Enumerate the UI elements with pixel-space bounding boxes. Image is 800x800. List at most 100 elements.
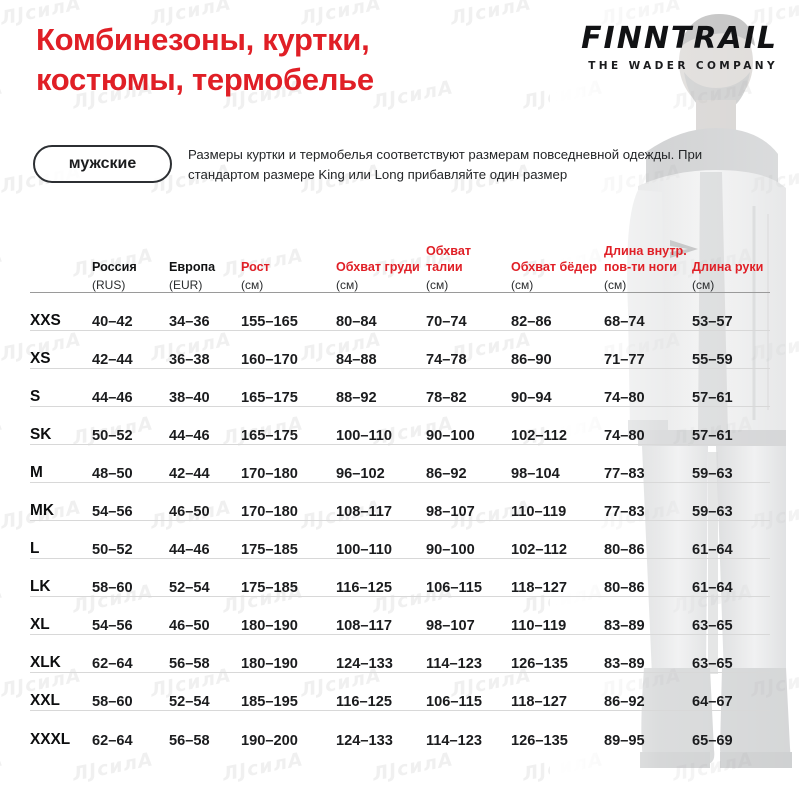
table-row: LK 58–60 52–54 175–185 116–125 106–115 118–127… — [30, 559, 770, 597]
brand-logo: FINNTRAIL THE WADER COMPANY — [581, 24, 778, 72]
column-header-height: Рост (см) — [241, 206, 336, 293]
column-header-title: Обхват бёдер — [511, 259, 597, 274]
cell-chest: 116–125 — [336, 580, 393, 596]
table-row: XXL 58–60 52–54 185–195 116–125 106–115 118–12… — [30, 673, 770, 711]
column-header-unit: (см) — [604, 277, 627, 292]
cell-waist: 70–74 — [426, 314, 467, 330]
cell-eur: 44–46 — [169, 428, 210, 444]
cell-hips: 86–90 — [511, 352, 552, 368]
cell-height: 160–170 — [241, 352, 298, 368]
brand-tagline: THE WADER COMPANY — [588, 60, 778, 72]
column-header-inseam: Длина внутр. пов-ти ноги (см) — [604, 206, 692, 293]
cell-hips: 102–112 — [511, 542, 568, 558]
cell-chest: 116–125 — [336, 694, 393, 710]
cell-inseam: 80–86 — [604, 542, 645, 558]
column-header-title: Длина внутр. пов-ти ноги — [604, 244, 687, 274]
cell-hips: 110–119 — [511, 618, 567, 634]
column-header-size — [30, 206, 92, 293]
cell-chest: 108–117 — [336, 504, 393, 520]
cell-waist: 86–92 — [426, 466, 467, 482]
cell-arm: 65–69 — [692, 732, 733, 749]
cell-waist: 74–78 — [426, 352, 467, 368]
cell-inseam: 74–80 — [604, 428, 645, 444]
cell-hips: 118–127 — [511, 694, 568, 710]
cell-size: XL — [30, 616, 50, 633]
cell-height: 185–195 — [241, 694, 298, 710]
page-header: Комбинезоны, куртки, костюмы, термобелье… — [0, 0, 800, 200]
gender-badge[interactable]: мужские — [33, 145, 172, 183]
column-header-title: Обхват талии — [426, 244, 472, 274]
table-row: L 50–52 44–46 175–185 100–110 90–100 102–112 80… — [30, 521, 770, 559]
cell-rus: 54–56 — [92, 618, 133, 634]
brand-name: FINNTRAIL — [581, 21, 778, 56]
cell-rus: 44–46 — [92, 390, 133, 406]
cell-inseam: 77–83 — [604, 504, 645, 520]
cell-waist: 98–107 — [426, 618, 475, 634]
cell-size: L — [30, 540, 40, 557]
cell-chest: 100–110 — [336, 428, 393, 444]
cell-eur: 36–38 — [169, 352, 210, 368]
cell-eur: 52–54 — [169, 694, 210, 710]
cell-waist: 106–115 — [426, 694, 483, 710]
cell-hips: 110–119 — [511, 504, 567, 520]
cell-rus: 54–56 — [92, 504, 133, 520]
cell-height: 170–180 — [241, 466, 298, 482]
cell-inseam: 68–74 — [604, 314, 645, 330]
column-header-arm: Длина руки (см) — [692, 206, 770, 293]
cell-size: XXL — [30, 692, 60, 709]
cell-height: 175–185 — [241, 580, 298, 596]
cell-rus: 62–64 — [92, 656, 133, 672]
cell-height: 180–190 — [241, 656, 298, 672]
cell-height: 155–165 — [241, 314, 298, 330]
intro-text: Размеры куртки и термобелья соответствую… — [188, 147, 703, 183]
cell-size: M — [30, 464, 43, 481]
cell-waist: 106–115 — [426, 580, 483, 596]
cell-chest: 108–117 — [336, 618, 393, 634]
column-header-chest: Обхват груди (см) — [336, 206, 426, 293]
cell-inseam: 83–89 — [604, 618, 645, 634]
cell-size: LK — [30, 578, 51, 595]
cell-arm: 59–63 — [692, 504, 733, 520]
table-row: XS 42–44 36–38 160–170 84–88 74–78 86–90 71–77 5… — [30, 331, 770, 369]
cell-waist: 114–123 — [426, 656, 483, 672]
table-row: XXXL 62–64 56–58 190–200 124–133 114–123 126–1… — [30, 711, 770, 749]
size-table: Россия (RUS) Европа (EUR) Рост (см) Обхват гру… — [30, 206, 770, 749]
cell-chest: 80–84 — [336, 314, 377, 330]
table-row: XLK 62–64 56–58 180–190 124–133 114–123 126–13… — [30, 635, 770, 673]
cell-arm: 63–65 — [692, 618, 733, 634]
column-header-unit: (см) — [336, 277, 359, 292]
cell-arm: 55–59 — [692, 352, 733, 368]
cell-inseam: 83–89 — [604, 656, 645, 672]
cell-inseam: 86–92 — [604, 694, 645, 710]
column-header-title: Обхват груди — [336, 259, 420, 274]
cell-inseam: 89–95 — [604, 732, 645, 749]
cell-waist: 78–82 — [426, 390, 467, 406]
cell-size: S — [30, 388, 41, 405]
table-row: M 48–50 42–44 170–180 96–102 86–92 98–104 77–83… — [30, 445, 770, 483]
column-header-unit: (RUS) — [92, 277, 126, 292]
cell-size: XS — [30, 350, 51, 367]
column-header-hips: Обхват бёдер (см) — [511, 206, 604, 293]
cell-hips: 98–104 — [511, 466, 560, 482]
column-header-unit: (см) — [511, 277, 534, 292]
column-header-title: Рост — [241, 259, 270, 274]
gender-badge-label: мужские — [68, 155, 137, 172]
cell-waist: 90–100 — [426, 428, 475, 444]
cell-chest: 124–133 — [336, 656, 393, 672]
table-row: XL 54–56 46–50 180–190 108–117 98–107 110–119 8… — [30, 597, 770, 635]
page-title: Комбинезоны, куртки, костюмы, термобелье — [36, 20, 556, 101]
page-title-line-2: костюмы, термобелье — [36, 62, 374, 98]
cell-arm: 57–61 — [692, 428, 733, 444]
column-header-title: Россия — [92, 259, 137, 274]
cell-rus: 62–64 — [92, 732, 133, 749]
cell-rus: 42–44 — [92, 352, 133, 368]
cell-arm: 64–67 — [692, 694, 733, 710]
cell-hips: 90–94 — [511, 390, 552, 406]
cell-eur: 56–58 — [169, 732, 210, 749]
cell-height: 175–185 — [241, 542, 298, 558]
cell-height: 180–190 — [241, 618, 298, 634]
column-header-unit: (см) — [692, 277, 715, 292]
cell-hips: 126–135 — [511, 732, 568, 749]
column-header-unit: (см) — [426, 277, 449, 292]
